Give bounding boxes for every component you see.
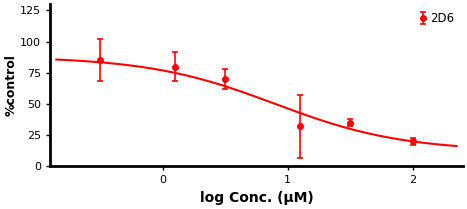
X-axis label: log Conc. (μM): log Conc. (μM) — [199, 191, 313, 205]
Y-axis label: %control: %control — [4, 54, 17, 116]
Legend: 2D6: 2D6 — [418, 10, 457, 28]
